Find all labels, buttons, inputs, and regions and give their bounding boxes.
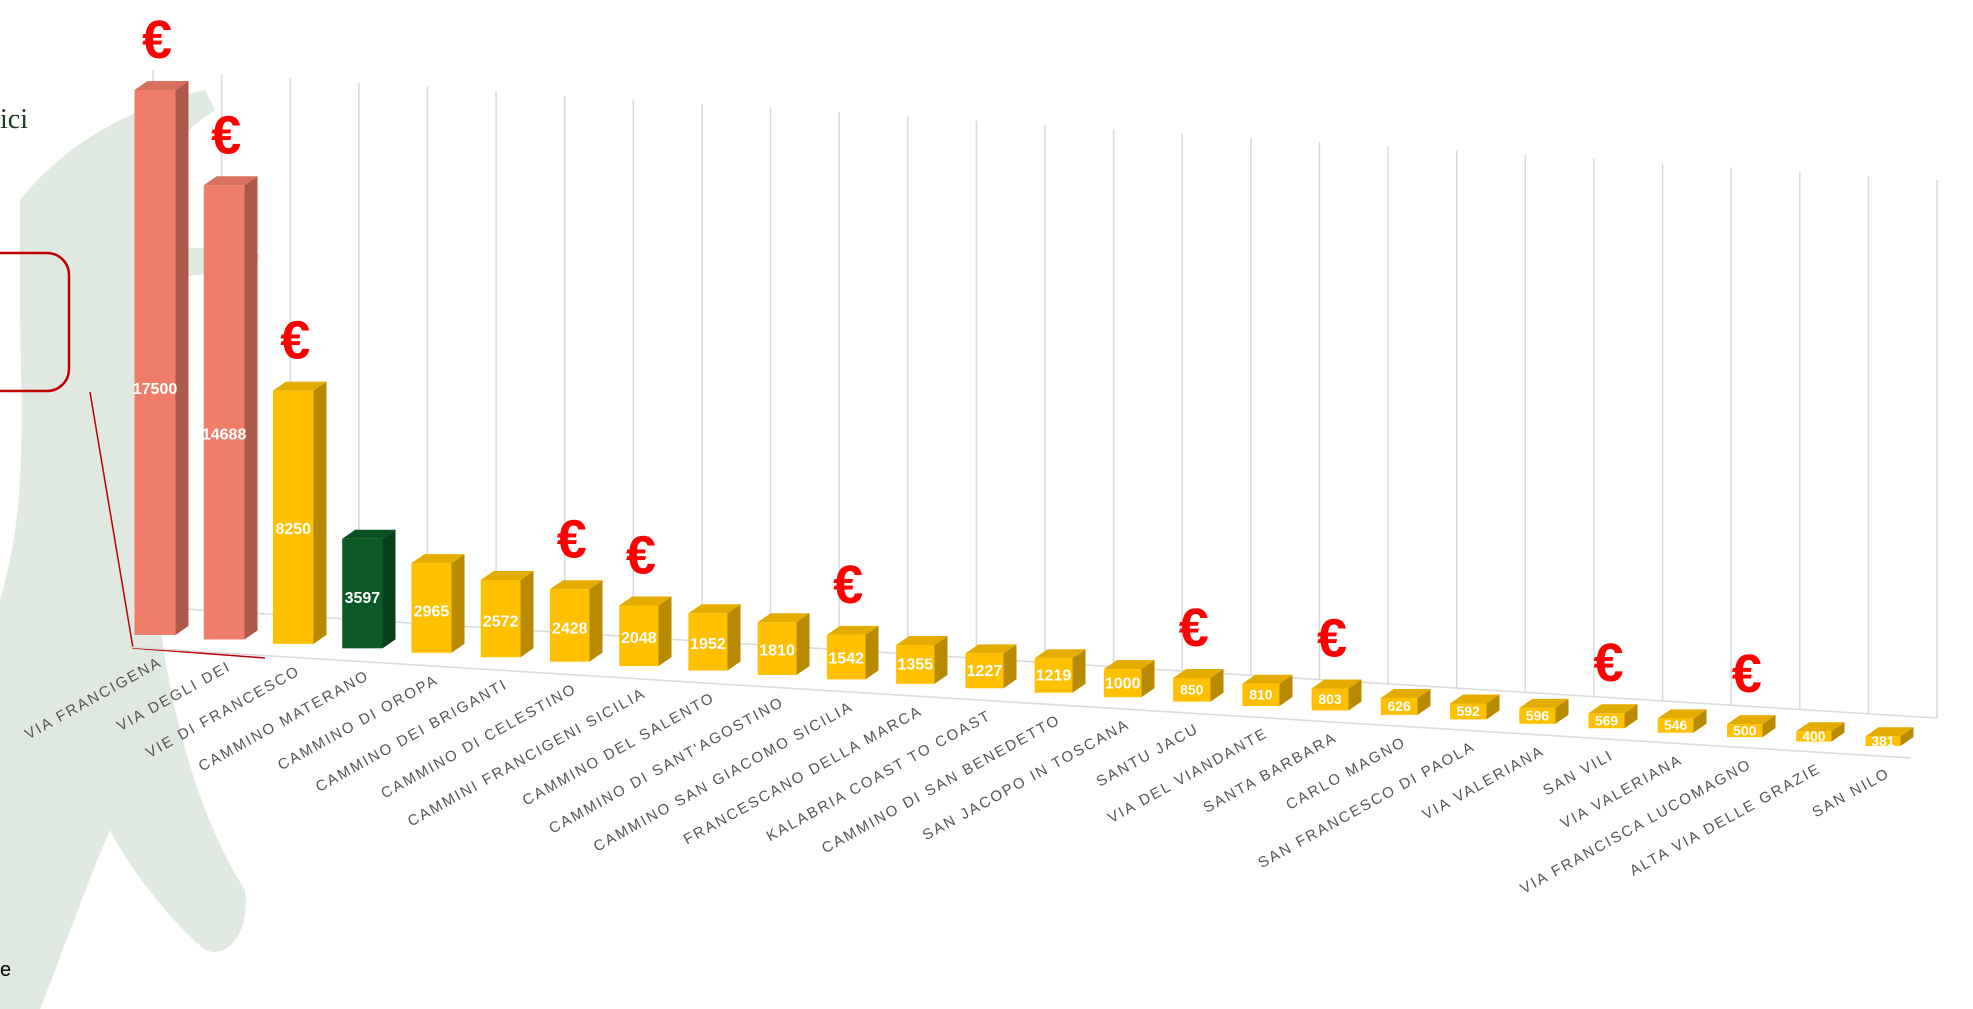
bar-side-shade bbox=[521, 571, 534, 657]
bar-side-shade bbox=[866, 626, 879, 680]
chart: ici e 17500VIA FRANCIGENA€14688VIA DEGLI… bbox=[0, 0, 1973, 1009]
bar-side-shade bbox=[797, 613, 810, 675]
value-label: 1227 bbox=[967, 663, 1003, 680]
side-text: e bbox=[0, 959, 11, 981]
value-label: 1952 bbox=[690, 636, 726, 653]
value-label: 400 bbox=[1802, 728, 1826, 744]
value-label: 1542 bbox=[828, 651, 864, 668]
value-label: 3597 bbox=[345, 590, 381, 607]
value-label: 1355 bbox=[898, 657, 934, 674]
annotation: € bbox=[557, 509, 587, 569]
x-tick-label: SANTA BARBARA bbox=[1201, 729, 1340, 817]
value-label: 1810 bbox=[759, 642, 795, 659]
annotation: € bbox=[211, 105, 241, 165]
value-label: 14688 bbox=[202, 426, 247, 443]
annotation: € bbox=[1732, 644, 1762, 704]
annotation: € bbox=[280, 311, 310, 371]
annotation: € bbox=[1593, 633, 1623, 693]
bar-side-shade bbox=[590, 580, 603, 661]
value-label: 596 bbox=[1526, 708, 1550, 724]
bar-side-shade bbox=[452, 554, 465, 653]
value-label: 850 bbox=[1180, 681, 1204, 697]
value-label: 810 bbox=[1249, 687, 1273, 703]
value-label: 8250 bbox=[275, 521, 311, 538]
bar bbox=[135, 90, 176, 635]
value-label: 1000 bbox=[1105, 675, 1141, 692]
value-label: 546 bbox=[1664, 717, 1688, 733]
value-label: 381 bbox=[1871, 733, 1895, 749]
bar-side-shade bbox=[176, 81, 189, 635]
annotation: € bbox=[142, 10, 172, 70]
value-label: 2048 bbox=[621, 630, 657, 647]
value-label: 500 bbox=[1733, 722, 1757, 738]
annotation: € bbox=[626, 526, 656, 586]
bar-side-shade bbox=[245, 176, 258, 639]
annotation: € bbox=[1179, 598, 1209, 658]
value-label: 17500 bbox=[133, 381, 178, 398]
value-label: 626 bbox=[1387, 698, 1411, 714]
side-text: ici bbox=[0, 104, 28, 135]
bar-side-shade bbox=[728, 604, 741, 670]
value-label: 2965 bbox=[414, 604, 450, 621]
value-label: 592 bbox=[1457, 703, 1481, 719]
annotation: € bbox=[833, 555, 863, 615]
bar bbox=[204, 185, 245, 639]
value-label: 2572 bbox=[483, 614, 519, 631]
bar-side-shade bbox=[383, 530, 396, 649]
value-label: 569 bbox=[1595, 712, 1619, 728]
bar-side-shade bbox=[659, 597, 672, 667]
value-label: 803 bbox=[1318, 691, 1342, 707]
bar bbox=[273, 391, 314, 644]
value-label: 1219 bbox=[1036, 668, 1072, 685]
annotation: € bbox=[1317, 609, 1347, 669]
back-wall bbox=[127, 70, 1937, 758]
bar-side-shade bbox=[314, 382, 327, 644]
value-label: 2428 bbox=[552, 620, 588, 637]
